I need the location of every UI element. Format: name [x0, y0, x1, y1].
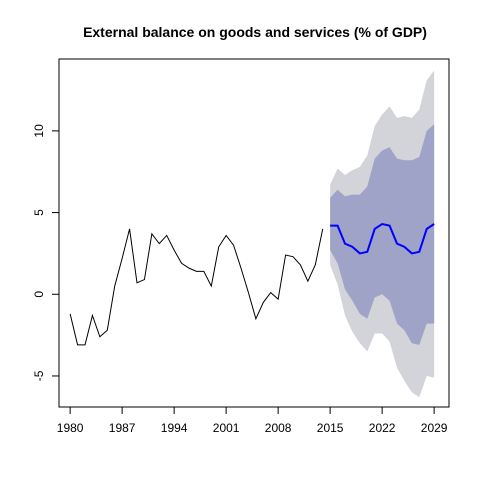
x-tick-label: 1980 [57, 421, 84, 435]
y-tick-label: 0 [32, 291, 46, 298]
history-line [69, 228, 324, 346]
x-tick-label: 2008 [265, 421, 292, 435]
chart-title: External balance on goods and services (… [83, 24, 427, 40]
y-tick-label: -5 [32, 370, 46, 381]
y-tick-label: 10 [32, 124, 46, 138]
x-tick-label: 2001 [213, 421, 240, 435]
x-tick-label: 1987 [109, 421, 136, 435]
x-tick-label: 1994 [161, 421, 188, 435]
forecast-mean-line [330, 222, 435, 255]
forecast-80-band [330, 124, 435, 345]
x-tick-label: 2015 [317, 421, 344, 435]
y-tick-label: 5 [32, 209, 46, 216]
x-tick-label: 2029 [421, 421, 448, 435]
x-tick-label: 2022 [369, 421, 396, 435]
